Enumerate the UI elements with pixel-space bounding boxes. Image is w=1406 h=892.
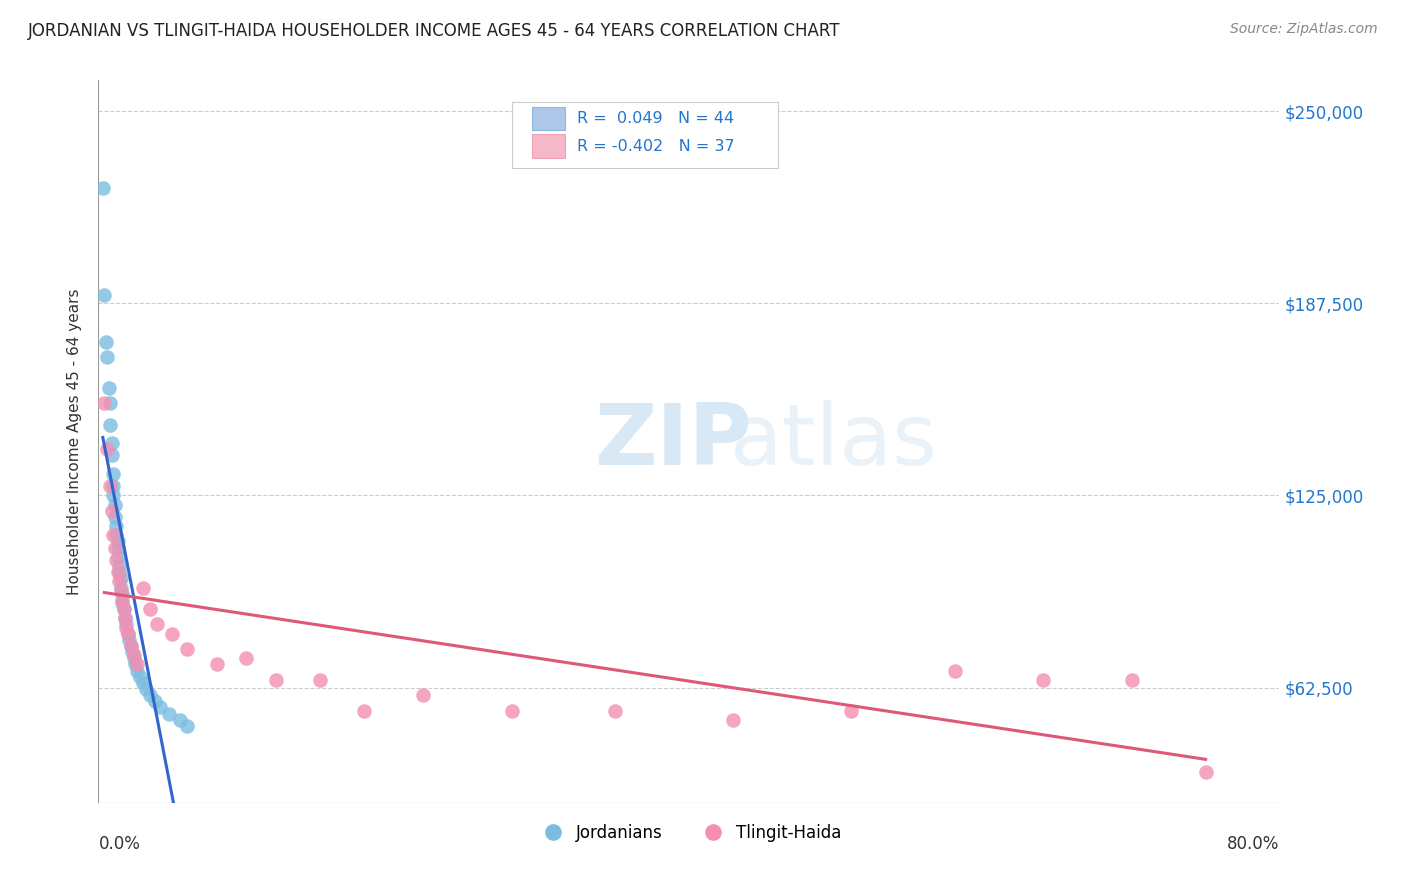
Point: [120, 639, 142, 653]
Point: [98, 396, 121, 410]
Point: [112, 602, 135, 616]
Point: [108, 574, 131, 589]
Point: [121, 645, 143, 659]
Point: [125, 657, 148, 672]
Point: [111, 593, 134, 607]
Point: [146, 617, 169, 632]
Point: [841, 704, 863, 718]
Point: [120, 639, 142, 653]
Point: [104, 541, 127, 555]
Text: R = -0.402   N = 37: R = -0.402 N = 37: [576, 138, 734, 153]
Point: [103, 488, 125, 502]
Point: [235, 651, 257, 665]
FancyBboxPatch shape: [512, 102, 778, 169]
Point: [111, 587, 134, 601]
Point: [176, 642, 198, 657]
Point: [100, 449, 122, 463]
Point: [105, 528, 128, 542]
Point: [103, 528, 125, 542]
Point: [1032, 673, 1054, 687]
Point: [132, 581, 155, 595]
Point: [115, 621, 138, 635]
Point: [117, 626, 139, 640]
Point: [205, 657, 228, 672]
Point: [132, 676, 155, 690]
Point: [501, 704, 523, 718]
Point: [114, 611, 136, 625]
Point: [104, 509, 127, 524]
Point: [107, 541, 129, 555]
Text: ZIP: ZIP: [595, 400, 752, 483]
Point: [117, 626, 139, 640]
Point: [605, 704, 627, 718]
Point: [91, 181, 114, 195]
Point: [112, 602, 135, 616]
Point: [105, 553, 128, 567]
Point: [108, 565, 131, 579]
Point: [118, 632, 141, 647]
Point: [111, 596, 134, 610]
Point: [124, 657, 146, 672]
Point: [943, 664, 966, 678]
Point: [100, 436, 122, 450]
Bar: [531, 107, 565, 130]
Text: atlas: atlas: [730, 400, 938, 483]
Point: [723, 713, 745, 727]
Point: [110, 581, 132, 595]
Point: [122, 648, 145, 663]
Point: [309, 673, 332, 687]
Point: [107, 549, 129, 564]
Y-axis label: Householder Income Ages 45 - 64 years: Householder Income Ages 45 - 64 years: [67, 288, 83, 595]
Point: [143, 694, 166, 708]
Point: [94, 334, 117, 349]
Point: [125, 664, 148, 678]
Point: [157, 706, 180, 721]
Point: [105, 519, 128, 533]
Point: [98, 479, 121, 493]
Point: [108, 559, 131, 574]
Point: [103, 479, 125, 493]
Point: [353, 704, 375, 718]
Point: [139, 688, 162, 702]
Text: R =  0.049   N = 44: R = 0.049 N = 44: [576, 112, 734, 126]
Point: [1121, 673, 1143, 687]
Bar: [531, 135, 565, 158]
Legend: Jordanians, Tlingit-Haida: Jordanians, Tlingit-Haida: [530, 817, 848, 848]
Point: [139, 602, 162, 616]
Point: [1195, 765, 1218, 780]
Text: Source: ZipAtlas.com: Source: ZipAtlas.com: [1230, 22, 1378, 37]
Point: [135, 681, 157, 696]
Point: [93, 288, 115, 302]
Point: [97, 381, 120, 395]
Point: [412, 688, 434, 702]
Point: [107, 534, 129, 549]
Point: [104, 498, 127, 512]
Point: [100, 504, 122, 518]
Point: [103, 467, 125, 481]
Point: [176, 719, 198, 733]
Point: [149, 700, 172, 714]
Text: JORDANIAN VS TLINGIT-HAIDA HOUSEHOLDER INCOME AGES 45 - 64 YEARS CORRELATION CHA: JORDANIAN VS TLINGIT-HAIDA HOUSEHOLDER I…: [28, 22, 841, 40]
Point: [93, 396, 115, 410]
Point: [115, 617, 138, 632]
Point: [96, 350, 118, 364]
Point: [107, 565, 129, 579]
Point: [98, 417, 121, 432]
Point: [110, 583, 132, 598]
Text: 80.0%: 80.0%: [1227, 835, 1279, 854]
Point: [122, 651, 145, 665]
Point: [162, 626, 183, 640]
Point: [114, 611, 136, 625]
Point: [110, 571, 132, 585]
Text: 0.0%: 0.0%: [98, 835, 141, 854]
Point: [128, 670, 150, 684]
Point: [96, 442, 118, 457]
Point: [264, 673, 287, 687]
Point: [169, 713, 191, 727]
